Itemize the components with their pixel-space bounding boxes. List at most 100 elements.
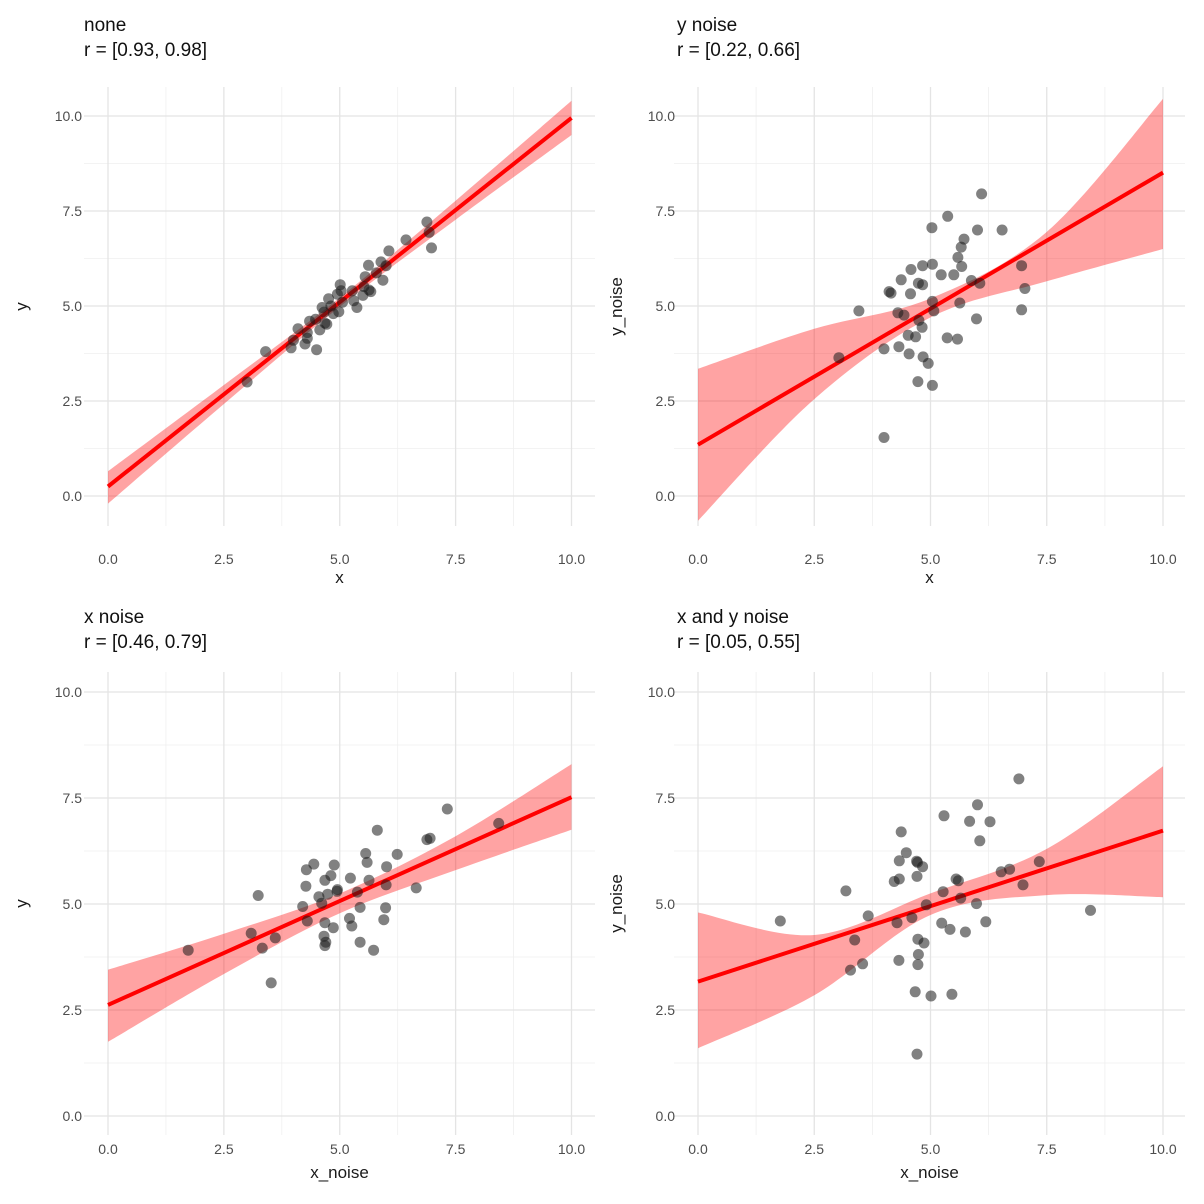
scatter-point — [972, 224, 983, 236]
y-tick-label: 10.0 — [55, 108, 82, 124]
panel-header: none r = [0.93, 0.98] — [84, 13, 207, 63]
scatter-point — [903, 348, 915, 360]
x-tick-label: 2.5 — [214, 1141, 234, 1157]
scatter-point — [300, 880, 312, 892]
scatter-point — [354, 936, 366, 948]
scatter-point — [380, 902, 392, 914]
panel-title: y noise — [677, 15, 738, 36]
scatter-point — [845, 964, 856, 976]
scatter-point — [380, 260, 392, 272]
scatter-point — [241, 376, 253, 388]
scatter-plot-y-noise: 0.0 0.0 2.5 2.5 5.0 5.0 7.5 7.5 10.0 10.0 x y_noise — [607, 87, 1185, 587]
panel-subtitle: r = [0.93, 0.98] — [84, 40, 208, 61]
scatter-point — [926, 295, 938, 307]
scatter-point — [344, 872, 356, 884]
scatter-point — [833, 352, 845, 364]
y-tick-label: 0.0 — [63, 1108, 83, 1124]
scatter-point — [292, 323, 304, 335]
x-tick-label: 0.0 — [688, 551, 708, 567]
scatter-point — [971, 313, 982, 325]
scatter-point — [383, 245, 395, 257]
scatter-point — [371, 824, 383, 836]
scatter-point — [333, 306, 345, 318]
y-axis-title: y_noise — [607, 277, 626, 336]
scatter-point — [346, 285, 358, 297]
y-tick-label: 10.0 — [648, 108, 675, 124]
scatter-point — [893, 855, 905, 867]
scatter-point — [976, 188, 988, 200]
scatter-point — [301, 915, 313, 927]
scatter-point — [363, 259, 374, 271]
y-tick-label: 0.0 — [656, 1108, 676, 1124]
x-tick-label: 2.5 — [214, 551, 234, 567]
scatter-point — [265, 977, 277, 989]
scatter-point — [377, 274, 389, 286]
y-tick-label: 10.0 — [55, 684, 82, 700]
scatter-point — [381, 861, 393, 873]
scatter-point — [269, 932, 281, 944]
scatter-point — [1013, 773, 1025, 785]
scatter-point — [925, 990, 937, 1002]
scatter-point — [256, 942, 268, 954]
panel-subtitle: r = [0.46, 0.79] — [84, 632, 208, 653]
data-points — [774, 773, 1096, 1060]
scatter-point — [1004, 863, 1016, 875]
y-axis-title: y — [12, 899, 31, 908]
scatter-point — [917, 279, 929, 291]
scatter-point — [920, 899, 932, 911]
y-tick-label: 2.5 — [656, 393, 676, 409]
scatter-point — [351, 886, 363, 898]
x-tick-label: 10.0 — [1149, 551, 1176, 567]
scatter-point — [900, 847, 912, 859]
scatter-plot-x-and-y-noise: 0.0 0.0 2.5 2.5 5.0 5.0 7.5 7.5 10.0 10.0 x_noise y… — [607, 672, 1185, 1182]
scatter-point — [936, 917, 948, 929]
scatter-point — [941, 332, 953, 344]
scatter-point — [948, 269, 960, 281]
scatter-point — [916, 321, 928, 333]
scatter-plot-none: 0.0 0.0 2.5 2.5 5.0 5.0 7.5 7.5 10.0 10.0 x y — [12, 87, 595, 587]
scatter-point — [1085, 904, 1096, 916]
panel-none: none r = [0.93, 0.98] 0.0 0.0 2.5 2.5 5.0 5.0… — [0, 0, 602, 602]
y-tick-label: 5.0 — [63, 896, 83, 912]
x-tick-label: 5.0 — [330, 551, 350, 567]
x-axis-title: x_noise — [900, 1163, 959, 1182]
data-points — [182, 803, 505, 989]
scatter-point — [959, 926, 971, 938]
scatter-point — [245, 927, 257, 939]
scatter-point — [297, 901, 309, 912]
scatter-point — [337, 296, 348, 308]
scatter-point — [974, 277, 986, 289]
y-tick-label: 7.5 — [63, 203, 83, 219]
scatter-point — [905, 288, 916, 300]
y-tick-label: 7.5 — [63, 790, 83, 806]
scatter-point — [423, 226, 435, 238]
x-axis-title: x — [335, 568, 344, 587]
scatter-point — [891, 917, 903, 929]
scatter-point — [400, 234, 412, 246]
panel-x-and-y-noise: x and y noise r = [0.05, 0.55] 0.0 0.0 2.5… — [602, 602, 1204, 1204]
scatter-point — [917, 861, 929, 873]
scatter-point — [895, 274, 907, 286]
scatter-point — [252, 890, 264, 901]
panel-header: y noise r = [0.22, 0.66] — [677, 13, 800, 63]
scatter-point — [971, 898, 982, 910]
scatter-point — [912, 376, 924, 388]
scatter-point — [410, 882, 422, 894]
scatter-point — [895, 826, 907, 838]
scatter-point — [955, 241, 967, 253]
scatter-point — [912, 949, 924, 960]
scatter-point — [955, 892, 967, 904]
x-tick-label: 7.5 — [1037, 1141, 1057, 1157]
scatter-point — [321, 318, 333, 330]
y-tick-label: 5.0 — [63, 298, 83, 314]
x-tick-label: 7.5 — [1037, 551, 1057, 567]
scatter-point — [310, 313, 322, 325]
scatter-point — [1019, 283, 1031, 294]
scatter-point — [917, 260, 929, 272]
scatter-point — [911, 870, 923, 882]
x-tick-label: 5.0 — [921, 1141, 941, 1157]
y-tick-label: 2.5 — [63, 1002, 83, 1018]
scatter-point — [1016, 260, 1028, 272]
scatter-point — [857, 958, 869, 970]
panel-y-noise: y noise r = [0.22, 0.66] 0.0 0.0 2.5 2.5 5.0… — [602, 0, 1204, 602]
